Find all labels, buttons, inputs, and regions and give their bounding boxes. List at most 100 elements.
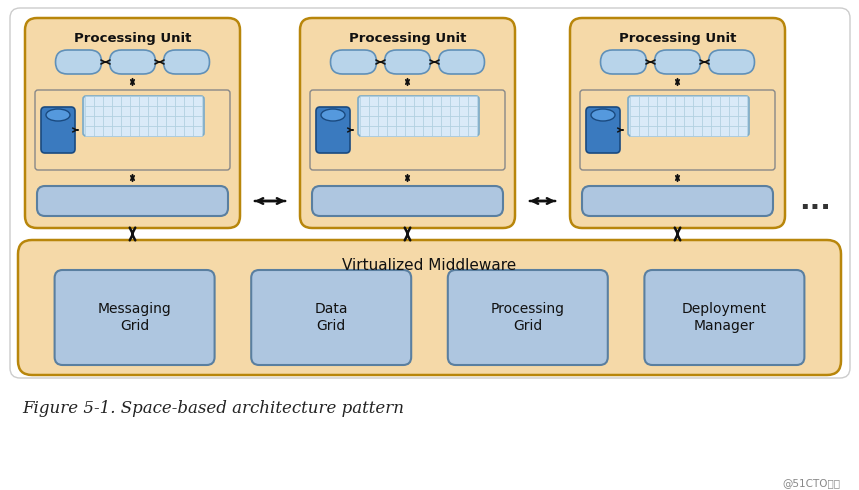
Bar [423, 106, 432, 116]
Bar [166, 96, 175, 106]
Bar [639, 96, 648, 106]
Bar [387, 126, 396, 136]
Bar [369, 126, 378, 136]
Bar [414, 106, 423, 116]
FancyBboxPatch shape [438, 50, 484, 74]
Bar [738, 96, 747, 106]
Bar [387, 106, 396, 116]
Bar [369, 116, 378, 126]
Text: Data
Grid: Data Grid [314, 302, 348, 333]
FancyBboxPatch shape [316, 107, 350, 153]
FancyBboxPatch shape [600, 50, 647, 74]
FancyBboxPatch shape [251, 270, 411, 365]
Bar [450, 106, 459, 116]
Bar [94, 96, 103, 106]
Ellipse shape [591, 109, 615, 121]
Bar [432, 96, 441, 106]
FancyBboxPatch shape [10, 8, 850, 378]
Bar [184, 116, 193, 126]
Bar [85, 106, 94, 116]
Bar [103, 116, 112, 126]
Bar [405, 96, 414, 106]
Bar [729, 106, 738, 116]
Text: Messaging
Grid: Messaging Grid [98, 302, 172, 333]
Bar [684, 116, 693, 126]
Bar [648, 96, 657, 106]
Bar [121, 116, 130, 126]
Bar [738, 126, 747, 136]
Bar [729, 96, 738, 106]
Bar [193, 106, 202, 116]
Bar [85, 116, 94, 126]
FancyBboxPatch shape [628, 96, 749, 136]
Bar [414, 126, 423, 136]
Bar [121, 126, 130, 136]
Bar [112, 116, 121, 126]
Bar [378, 96, 387, 106]
Text: Processing Unit: Processing Unit [74, 32, 192, 45]
Bar [94, 106, 103, 116]
FancyBboxPatch shape [109, 50, 155, 74]
Bar [630, 106, 639, 116]
Bar [103, 106, 112, 116]
FancyBboxPatch shape [570, 18, 785, 228]
Bar [729, 116, 738, 126]
Bar [148, 116, 157, 126]
Bar [175, 126, 184, 136]
Bar [166, 106, 175, 116]
Bar [157, 96, 166, 106]
Bar [94, 126, 103, 136]
Bar [459, 126, 468, 136]
Ellipse shape [46, 109, 70, 121]
Bar [130, 116, 139, 126]
Ellipse shape [321, 109, 345, 121]
Bar [175, 106, 184, 116]
Bar [657, 96, 666, 106]
Bar [130, 126, 139, 136]
Text: ...: ... [799, 187, 831, 215]
Bar [414, 116, 423, 126]
Bar [666, 126, 675, 136]
Bar [648, 116, 657, 126]
Bar [378, 116, 387, 126]
Bar [702, 116, 711, 126]
Bar [360, 126, 369, 136]
Bar [423, 126, 432, 136]
Bar [450, 116, 459, 126]
FancyBboxPatch shape [644, 270, 804, 365]
Bar [360, 96, 369, 106]
Bar [720, 96, 729, 106]
Bar [450, 96, 459, 106]
Bar [648, 126, 657, 136]
FancyBboxPatch shape [56, 50, 101, 74]
Bar [378, 126, 387, 136]
Bar [360, 106, 369, 116]
Bar [657, 116, 666, 126]
Bar [396, 96, 405, 106]
Bar [657, 106, 666, 116]
FancyBboxPatch shape [35, 90, 230, 170]
Bar [459, 96, 468, 106]
Bar [121, 106, 130, 116]
Bar [693, 106, 702, 116]
Bar [139, 96, 148, 106]
Bar [693, 96, 702, 106]
Bar [468, 116, 477, 126]
FancyBboxPatch shape [300, 18, 515, 228]
Bar [396, 126, 405, 136]
Bar [112, 96, 121, 106]
Bar [148, 126, 157, 136]
FancyBboxPatch shape [331, 50, 376, 74]
FancyBboxPatch shape [83, 96, 204, 136]
FancyBboxPatch shape [55, 270, 215, 365]
Bar [94, 116, 103, 126]
Bar [441, 96, 450, 106]
FancyBboxPatch shape [580, 90, 775, 170]
Bar [675, 106, 684, 116]
FancyBboxPatch shape [582, 186, 773, 216]
Bar [103, 96, 112, 106]
Bar [702, 106, 711, 116]
Bar [166, 116, 175, 126]
FancyBboxPatch shape [385, 50, 430, 74]
Bar [112, 126, 121, 136]
